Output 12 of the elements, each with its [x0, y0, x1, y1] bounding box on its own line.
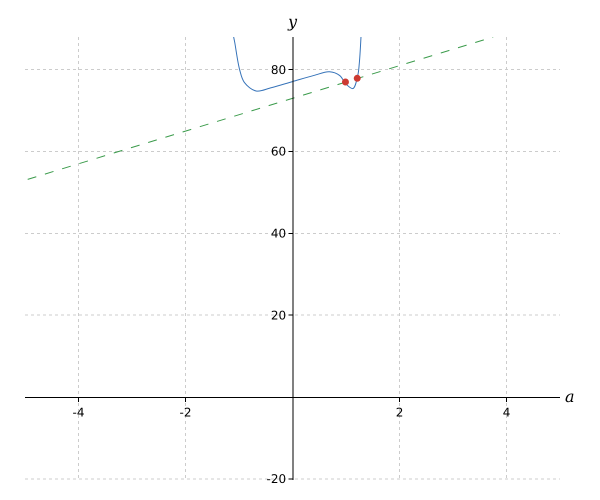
y-tick-label: 40 — [270, 226, 286, 241]
y-axis-title: y — [287, 12, 298, 31]
x-tick-label: 2 — [396, 405, 404, 420]
y-tick-label: 60 — [270, 144, 286, 159]
y-tick-label: 20 — [270, 308, 286, 322]
x-tick-label: 4 — [502, 405, 510, 420]
x-tick-label: -2 — [180, 405, 192, 420]
x-axis-title: a — [565, 387, 575, 406]
y-tick-label: -20 — [266, 472, 286, 486]
y-tick-label: 80 — [270, 62, 286, 77]
x-tick-label: -4 — [72, 405, 84, 420]
line-series — [233, 37, 362, 92]
